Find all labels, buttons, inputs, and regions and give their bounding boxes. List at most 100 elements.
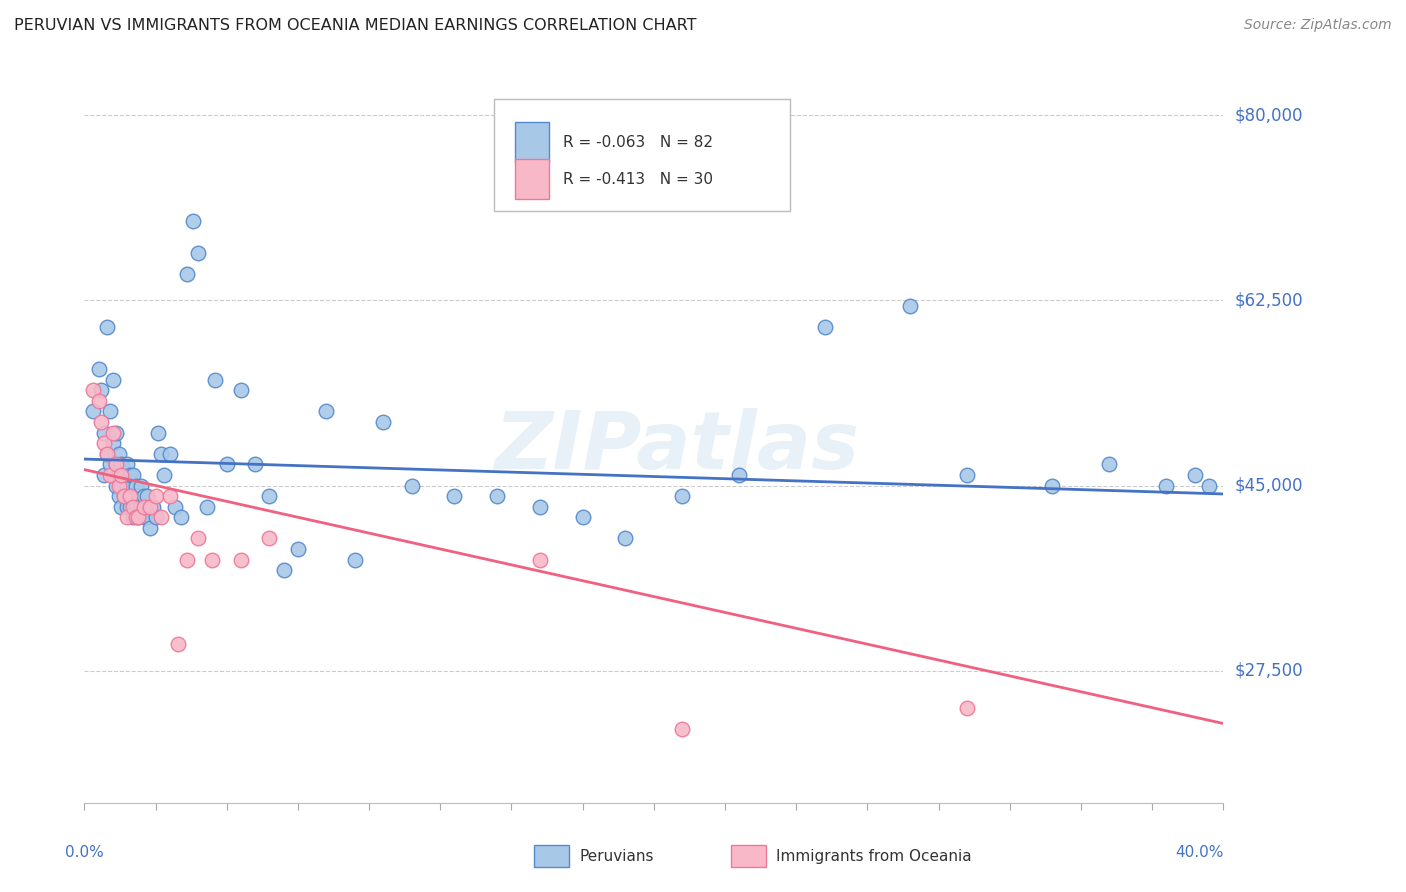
FancyBboxPatch shape <box>515 159 548 200</box>
Point <box>898 299 921 313</box>
Point <box>259 489 281 503</box>
Point <box>1042 478 1064 492</box>
Point <box>486 489 509 503</box>
Point <box>176 267 198 281</box>
Point <box>373 415 395 429</box>
Point <box>529 552 551 566</box>
Point <box>150 510 173 524</box>
Point <box>165 500 187 514</box>
Text: $62,500: $62,500 <box>1234 292 1303 310</box>
Point <box>1156 478 1178 492</box>
Text: Immigrants from Oceania: Immigrants from Oceania <box>776 849 972 863</box>
Point <box>139 521 162 535</box>
Point <box>107 447 129 461</box>
Point <box>131 500 153 514</box>
Point <box>159 489 181 503</box>
Point <box>107 467 129 482</box>
Point <box>118 489 141 503</box>
Point <box>229 552 252 566</box>
Text: ZIPatlas: ZIPatlas <box>494 409 859 486</box>
Point <box>127 489 149 503</box>
Point <box>671 722 693 736</box>
Point <box>287 541 309 556</box>
Point <box>101 373 124 387</box>
Point <box>118 467 141 482</box>
Point <box>110 478 132 492</box>
Point <box>115 500 138 514</box>
Point <box>121 500 143 514</box>
Point <box>145 489 167 503</box>
Point <box>134 510 156 524</box>
Point <box>96 319 118 334</box>
Point <box>176 552 198 566</box>
Point <box>101 467 124 482</box>
Point <box>124 478 146 492</box>
Point <box>112 489 135 503</box>
Point <box>104 425 127 440</box>
Point <box>956 700 979 714</box>
Point <box>571 510 593 524</box>
Point <box>229 384 252 398</box>
Point <box>614 532 637 546</box>
Point <box>115 510 138 524</box>
Point <box>142 500 165 514</box>
Point <box>110 500 132 514</box>
Point <box>134 500 156 514</box>
Point <box>136 510 159 524</box>
Point <box>124 500 146 514</box>
Point <box>110 467 132 482</box>
Point <box>195 500 218 514</box>
Point <box>90 415 112 429</box>
Point <box>1198 478 1220 492</box>
Point <box>121 510 143 524</box>
Point <box>118 489 141 503</box>
Point <box>245 458 267 472</box>
Point <box>187 245 209 260</box>
Point <box>136 489 159 503</box>
Point <box>82 384 104 398</box>
Point <box>98 404 121 418</box>
Point <box>1098 458 1121 472</box>
Point <box>93 467 115 482</box>
Point <box>112 489 135 503</box>
Point <box>82 404 104 418</box>
Point <box>127 510 149 524</box>
Point <box>87 393 110 408</box>
Point <box>529 500 551 514</box>
Point <box>107 489 129 503</box>
Text: Peruvians: Peruvians <box>579 849 654 863</box>
Text: 0.0%: 0.0% <box>65 845 104 860</box>
Text: 40.0%: 40.0% <box>1175 845 1223 860</box>
Text: $45,000: $45,000 <box>1234 476 1303 494</box>
Point <box>443 489 465 503</box>
Text: $80,000: $80,000 <box>1234 106 1303 124</box>
FancyBboxPatch shape <box>515 121 548 162</box>
Point <box>107 478 129 492</box>
Point <box>124 510 146 524</box>
Point <box>159 447 181 461</box>
Point <box>204 373 226 387</box>
Point <box>215 458 238 472</box>
Point <box>170 510 193 524</box>
Text: $27,500: $27,500 <box>1234 662 1303 680</box>
Text: PERUVIAN VS IMMIGRANTS FROM OCEANIA MEDIAN EARNINGS CORRELATION CHART: PERUVIAN VS IMMIGRANTS FROM OCEANIA MEDI… <box>14 18 696 33</box>
Point <box>956 467 979 482</box>
Point <box>121 489 143 503</box>
FancyBboxPatch shape <box>495 99 790 211</box>
Point <box>728 467 751 482</box>
Point <box>153 467 176 482</box>
Point <box>118 500 141 514</box>
Point <box>814 319 837 334</box>
Point <box>101 425 124 440</box>
Point <box>671 489 693 503</box>
Point <box>148 425 170 440</box>
Point <box>131 478 153 492</box>
Point <box>96 447 118 461</box>
Point <box>127 510 149 524</box>
Point <box>104 478 127 492</box>
Point <box>259 532 281 546</box>
Point <box>401 478 423 492</box>
Text: R = -0.063   N = 82: R = -0.063 N = 82 <box>562 135 713 150</box>
Point <box>110 458 132 472</box>
Point <box>145 510 167 524</box>
